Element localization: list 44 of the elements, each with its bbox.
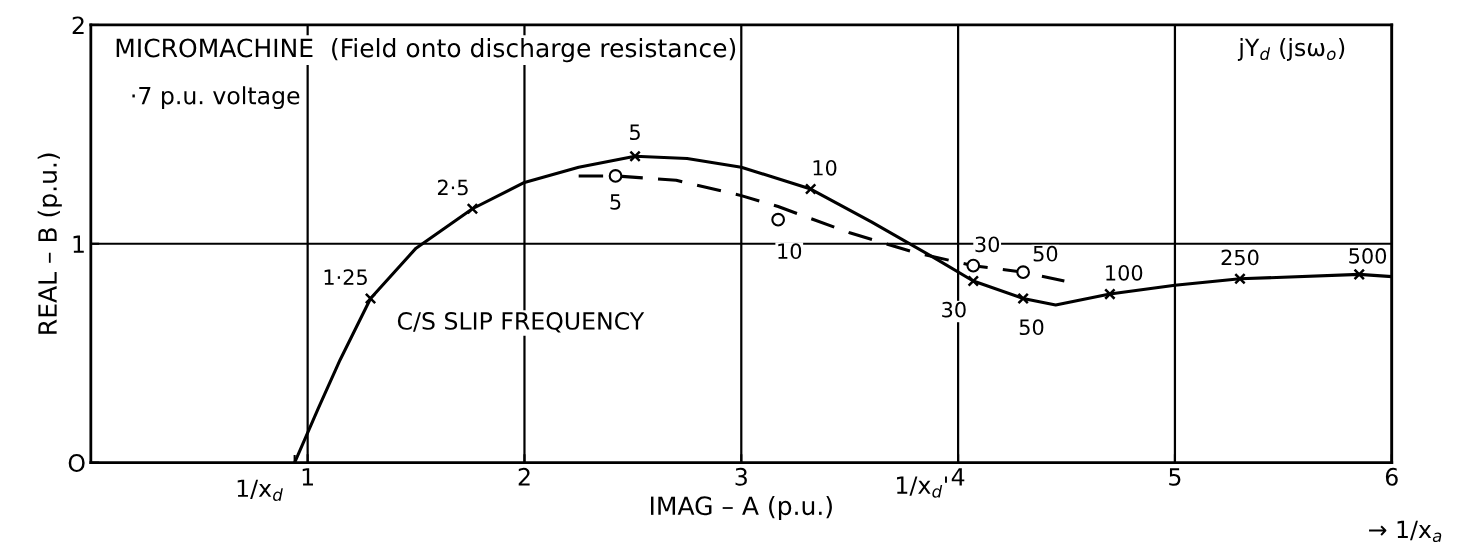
- y-axis-title: REAL – B (p.u.): [37, 153, 62, 334]
- point: [966, 258, 981, 273]
- x-tick-label: 3: [735, 467, 747, 486]
- annotation: 1/x$_{d}$: [237, 479, 283, 501]
- point: [967, 275, 980, 287]
- annotation: 500: [1349, 248, 1387, 264]
- point: [1016, 265, 1031, 280]
- annotation: 5: [630, 124, 640, 141]
- point: [466, 202, 479, 215]
- annotation: 100: [1106, 264, 1143, 281]
- x-tick-label: 5: [1169, 468, 1181, 486]
- point: [771, 212, 785, 227]
- annotation: jY$_{d}$ (jsω$_{o}$): [1237, 38, 1345, 61]
- annotation: 50: [1033, 245, 1058, 262]
- point: [1234, 272, 1246, 285]
- x-tick-label: 2: [518, 467, 530, 486]
- annotation: 10: [813, 159, 837, 176]
- point: [1103, 288, 1116, 300]
- text: 1/x$_{d}$': [897, 476, 947, 498]
- annotation: 30: [942, 301, 966, 318]
- annotation: 30: [975, 236, 1000, 253]
- text: MICROMACHINE (Field onto discharge resistance): [116, 38, 736, 63]
- y-tick-label: 1: [73, 235, 84, 253]
- annotation: C/S SLIP FREQUENCY: [397, 312, 645, 333]
- text: ·7 p.u. voltage: [132, 86, 300, 110]
- text: → 1/x$_{a}$: [1369, 520, 1442, 543]
- x-tick-label: 6: [1385, 467, 1398, 486]
- annotation: 10: [778, 243, 802, 260]
- point: [629, 150, 641, 163]
- point: [1353, 268, 1366, 281]
- x-tick-label: 4: [951, 468, 965, 486]
- annotation: 5: [610, 194, 621, 210]
- annotation: 250: [1221, 249, 1259, 266]
- annotation: 1·25: [324, 269, 367, 286]
- y-tick-label: 2: [72, 16, 84, 34]
- point: [1017, 292, 1030, 305]
- x-tick-label: 1: [302, 468, 313, 486]
- annotation: 50: [1019, 319, 1044, 336]
- point: [804, 183, 817, 195]
- point: [364, 292, 377, 305]
- point: [608, 169, 623, 183]
- annotation: 2·5: [437, 179, 468, 196]
- x-axis-title: IMAG – A (p.u.): [650, 495, 832, 521]
- y-tick-label: O: [68, 454, 85, 472]
